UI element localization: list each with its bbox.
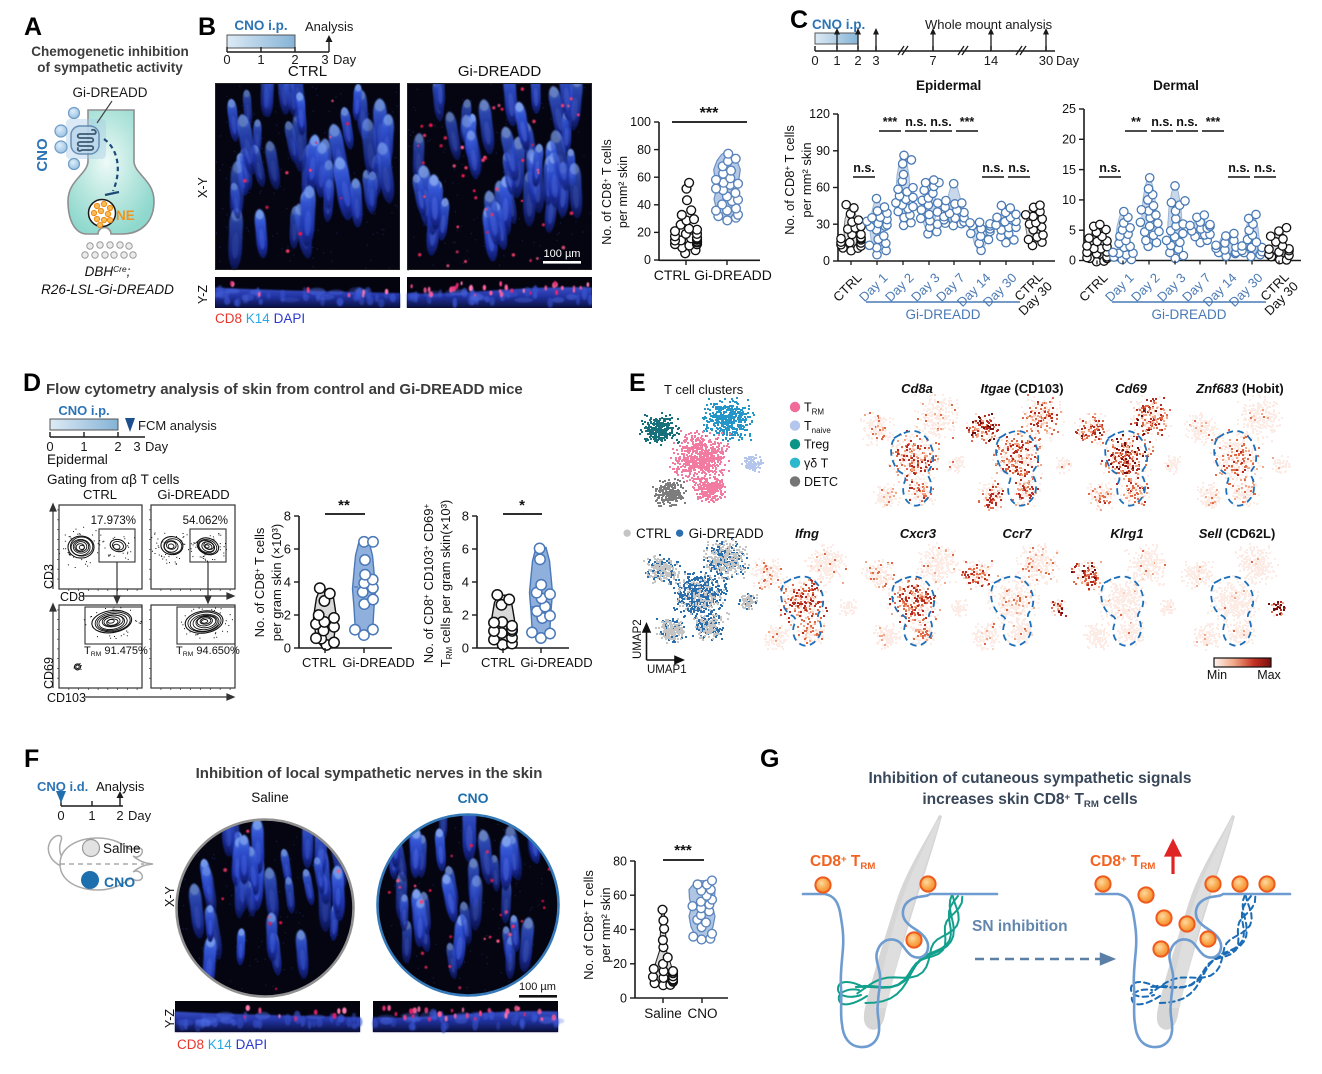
svg-text:0: 0 [620, 991, 627, 1005]
svg-text:Max: Max [1257, 668, 1281, 680]
svg-text:3: 3 [133, 439, 140, 454]
svg-text:4: 4 [284, 574, 291, 589]
svg-text:n.s.: n.s. [1228, 161, 1250, 175]
svg-text:γδ T: γδ T [804, 456, 829, 470]
svg-text:***: *** [960, 115, 975, 129]
svg-text:30: 30 [1039, 53, 1053, 68]
svg-text:100 µm: 100 µm [544, 248, 581, 260]
svg-text:3: 3 [872, 53, 879, 68]
svg-text:Min: Min [1207, 668, 1227, 680]
svg-text:Gi-DREADD: Gi-DREADD [1151, 307, 1226, 322]
svg-text:6: 6 [284, 541, 291, 556]
svg-text:15: 15 [1062, 163, 1076, 177]
svg-text:120: 120 [809, 107, 830, 121]
svg-text:0: 0 [284, 640, 291, 655]
svg-text:4: 4 [462, 574, 469, 589]
svg-text:0: 0 [1069, 254, 1076, 268]
svg-text:7: 7 [929, 53, 936, 68]
svg-text:n.s.: n.s. [982, 161, 1004, 175]
svg-text:n.s.: n.s. [930, 115, 952, 129]
svg-text:2: 2 [462, 607, 469, 622]
svg-text:100: 100 [630, 115, 651, 129]
svg-text:n.s.: n.s. [1176, 115, 1198, 129]
svg-text:Analysis: Analysis [305, 19, 354, 34]
svg-text:DETC: DETC [804, 475, 838, 489]
svg-text:0: 0 [644, 253, 651, 267]
svg-text:5: 5 [1069, 223, 1076, 237]
svg-text:CNO i.p.: CNO i.p. [812, 17, 865, 32]
svg-text:TRM: TRM [804, 401, 824, 417]
svg-text:NE: NE [116, 208, 135, 223]
svg-text:40: 40 [613, 923, 627, 937]
svg-text:14: 14 [984, 53, 998, 68]
svg-text:1: 1 [80, 439, 87, 454]
svg-text:***: *** [674, 842, 692, 859]
svg-text:0: 0 [223, 52, 230, 67]
svg-text:25: 25 [1062, 102, 1076, 116]
svg-text:2: 2 [854, 53, 861, 68]
svg-text:CNO i.p.: CNO i.p. [58, 404, 109, 418]
svg-text:8: 8 [284, 508, 291, 523]
svg-text:*: * [519, 497, 525, 514]
svg-text:0: 0 [811, 53, 818, 68]
svg-text:1: 1 [833, 53, 840, 68]
svg-text:8: 8 [462, 508, 469, 523]
svg-text:20: 20 [613, 957, 627, 971]
svg-text:n.s.: n.s. [1151, 115, 1173, 129]
svg-text:n.s.: n.s. [905, 115, 927, 129]
svg-text:Whole mount analysis: Whole mount analysis [925, 17, 1053, 32]
svg-text:0: 0 [57, 808, 64, 822]
svg-text:0: 0 [462, 640, 469, 655]
svg-text:20: 20 [1062, 133, 1076, 147]
svg-text:1: 1 [257, 52, 264, 67]
svg-text:Day: Day [145, 439, 169, 454]
svg-text:0: 0 [46, 439, 53, 454]
svg-text:n.s.: n.s. [1008, 161, 1030, 175]
svg-text:Day: Day [1056, 53, 1080, 68]
svg-text:60: 60 [816, 181, 830, 195]
svg-text:2: 2 [291, 52, 298, 67]
svg-text:CNO i.p.: CNO i.p. [234, 18, 287, 33]
svg-text:30: 30 [816, 217, 830, 231]
svg-text:40: 40 [637, 198, 651, 212]
svg-text:80: 80 [613, 854, 627, 868]
svg-text:3: 3 [321, 52, 328, 67]
svg-text:10: 10 [1062, 193, 1076, 207]
svg-text:FCM analysis: FCM analysis [138, 418, 217, 433]
svg-text:CNO: CNO [34, 138, 51, 172]
svg-text:60: 60 [613, 889, 627, 903]
svg-text:**: ** [338, 497, 350, 514]
svg-text:1: 1 [88, 808, 95, 822]
svg-text:6: 6 [462, 541, 469, 556]
svg-text:90: 90 [816, 144, 830, 158]
svg-text:n.s.: n.s. [1099, 161, 1121, 175]
svg-text:***: *** [700, 105, 719, 122]
svg-text:Tnaive: Tnaive [804, 419, 831, 435]
svg-text:Day: Day [128, 808, 152, 822]
svg-text:0: 0 [823, 254, 830, 268]
svg-text:2: 2 [284, 607, 291, 622]
svg-text:***: *** [1206, 115, 1221, 129]
svg-text:80: 80 [637, 143, 651, 157]
svg-text:Treg: Treg [804, 438, 829, 452]
svg-text:n.s.: n.s. [853, 161, 875, 175]
svg-text:Day: Day [333, 52, 357, 67]
svg-text:**: ** [1131, 115, 1141, 129]
svg-text:2: 2 [116, 808, 123, 822]
svg-text:n.s.: n.s. [1254, 161, 1276, 175]
svg-text:60: 60 [637, 170, 651, 184]
svg-text:***: *** [883, 115, 898, 129]
svg-text:20: 20 [637, 226, 651, 240]
svg-text:2: 2 [114, 439, 121, 454]
svg-text:Gi-DREADD: Gi-DREADD [905, 307, 980, 322]
